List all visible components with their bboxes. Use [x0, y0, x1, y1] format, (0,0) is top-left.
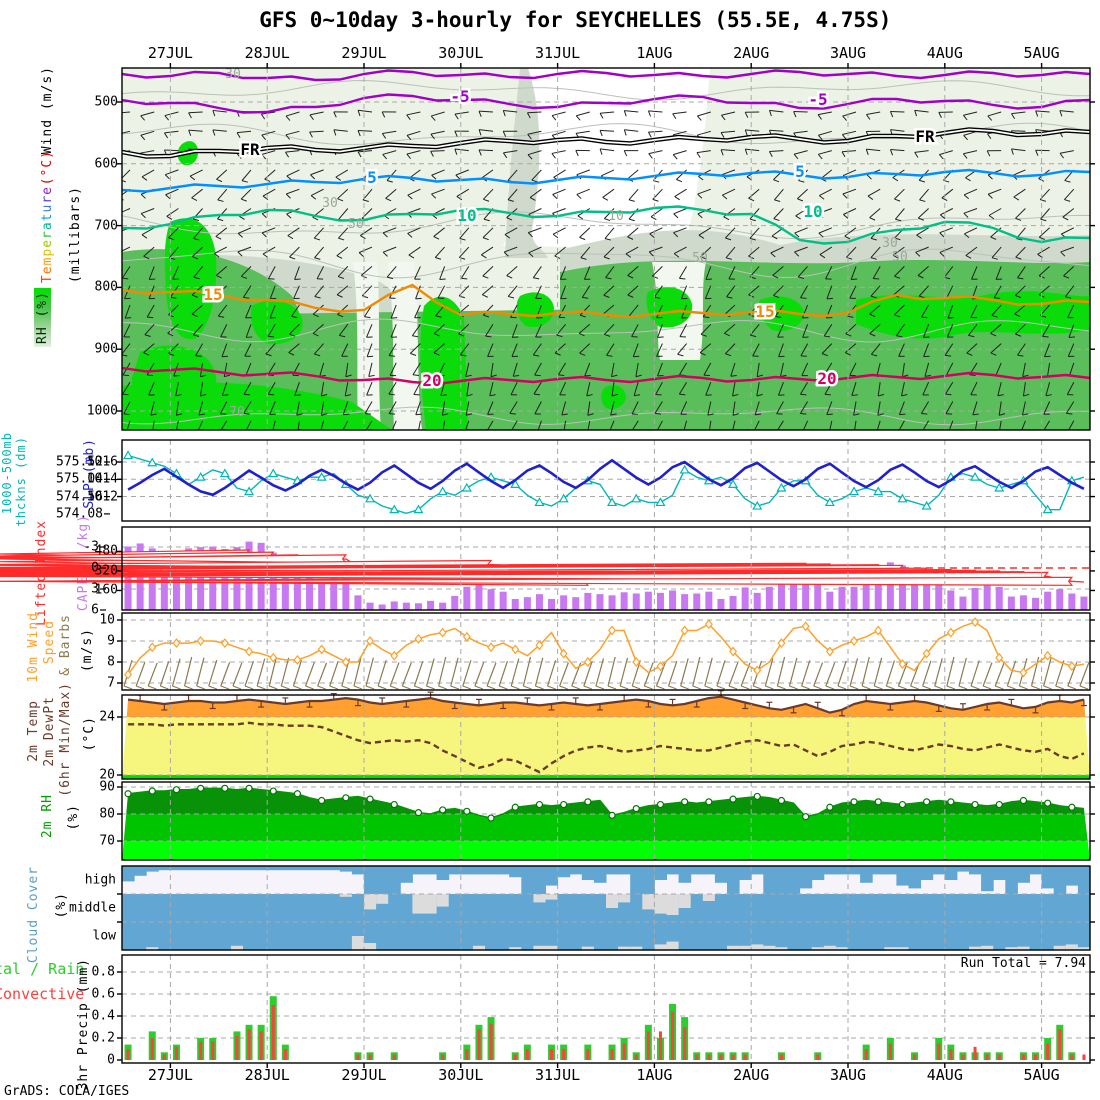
- date-label-top: 31JUL: [535, 44, 581, 62]
- svg-text:5: 5: [367, 168, 377, 187]
- lifted-index-tick: -3: [83, 539, 99, 555]
- svg-text:30: 30: [322, 196, 338, 211]
- svg-text:20: 20: [422, 371, 441, 390]
- date-label-top: 5AUG: [1023, 44, 1060, 62]
- pressure-tick: 900: [94, 341, 118, 357]
- page-title: GFS 0~10day 3-hourly for SEYCHELLES (55.…: [259, 8, 892, 32]
- cape-tick: 480: [94, 543, 118, 559]
- slp-tick: 1014: [86, 471, 118, 487]
- date-label-top: 2AUG: [733, 44, 770, 62]
- precip-tick: 0.8: [91, 964, 115, 980]
- cloud-band-label: middle: [69, 900, 116, 916]
- wind10m-tick: 9: [107, 633, 115, 649]
- pressure-tick: 600: [94, 156, 118, 172]
- svg-text:15: 15: [755, 302, 774, 321]
- rh2m-tick: 90: [99, 779, 115, 795]
- t2m-tick: 24: [99, 709, 115, 725]
- svg-text:-5: -5: [450, 87, 469, 106]
- thickness-tick: 574.08: [56, 506, 103, 522]
- date-label-bottom: 3AUG: [829, 1066, 867, 1084]
- cape-tick: 320: [94, 563, 118, 579]
- precip-tick: 0: [107, 1052, 115, 1068]
- wind10m-tick: 7: [107, 675, 115, 691]
- date-label-top: 27JUL: [147, 44, 193, 62]
- date-label-bottom: 2AUG: [733, 1066, 770, 1084]
- svg-text:50: 50: [692, 251, 708, 266]
- svg-text:20: 20: [817, 369, 836, 388]
- svg-text:15: 15: [203, 285, 222, 304]
- date-label-bottom: 4AUG: [926, 1066, 963, 1084]
- slp-tick: 1012: [86, 489, 118, 505]
- pressure-tick: 1000: [86, 403, 118, 419]
- pressure-tick: 700: [94, 218, 118, 234]
- precip-tick: 0.4: [91, 1008, 115, 1024]
- svg-text:10: 10: [803, 202, 822, 221]
- date-label-bottom: 29JUL: [341, 1066, 387, 1084]
- pressure-tick: 800: [94, 279, 118, 295]
- lifted-index-tick: 3: [91, 581, 99, 597]
- svg-text:30: 30: [882, 236, 898, 251]
- run-total-label: Run Total = 7.94: [960, 956, 1086, 971]
- pressure-tick: 500: [94, 94, 118, 110]
- rain-legend-label: tal / Rain: [0, 960, 85, 978]
- svg-text:50: 50: [348, 217, 364, 232]
- svg-text:-5: -5: [808, 90, 827, 109]
- grads-credit: GrADS: COLA/IGES: [4, 1084, 130, 1099]
- svg-text:5: 5: [795, 162, 805, 181]
- date-label-bottom: 28JUL: [244, 1066, 290, 1084]
- precip-tick: 0.6: [91, 986, 115, 1002]
- svg-text:50: 50: [892, 250, 908, 265]
- svg-text:10: 10: [457, 206, 476, 225]
- date-label-bottom: 31JUL: [535, 1066, 581, 1084]
- svg-text:10: 10: [608, 209, 624, 224]
- date-label-top: 4AUG: [926, 44, 963, 62]
- t2m-tick: 20: [99, 767, 115, 783]
- date-label-top: 30JUL: [438, 44, 484, 62]
- slp-tick: 1016: [86, 454, 118, 470]
- rh2m-tick: 80: [99, 806, 115, 822]
- date-label-bottom: 5AUG: [1023, 1066, 1060, 1084]
- convective-legend-label: Convective: [0, 985, 85, 1003]
- wind10m-tick: 8: [107, 654, 115, 670]
- date-label-bottom: 27JUL: [147, 1066, 193, 1084]
- thickness-tick: 575.04: [56, 471, 103, 487]
- lifted-index-tick: 6: [91, 602, 99, 618]
- svg-text:70: 70: [229, 405, 245, 420]
- cloud-band-label: high: [84, 872, 116, 888]
- date-label-top: 1AUG: [636, 44, 673, 62]
- date-label-top: 29JUL: [341, 44, 387, 62]
- thickness-tick: 574.56: [56, 489, 103, 505]
- date-label-top: 3AUG: [829, 44, 867, 62]
- date-label-bottom: 1AUG: [636, 1066, 673, 1084]
- thickness-tick: 575.52: [56, 454, 103, 470]
- date-label-top: 28JUL: [244, 44, 290, 62]
- svg-text:30: 30: [225, 67, 241, 82]
- cloud-band-label: low: [92, 928, 116, 944]
- lifted-index-tick: 0: [91, 560, 99, 576]
- date-label-bottom: 30JUL: [438, 1066, 484, 1084]
- svg-text:FR: FR: [915, 127, 935, 146]
- precip-tick: 0.2: [91, 1030, 115, 1046]
- rh2m-tick: 70: [99, 833, 115, 849]
- svg-text:FR: FR: [240, 140, 260, 159]
- wind10m-tick: 10: [99, 612, 115, 628]
- cape-tick: 160: [94, 582, 118, 598]
